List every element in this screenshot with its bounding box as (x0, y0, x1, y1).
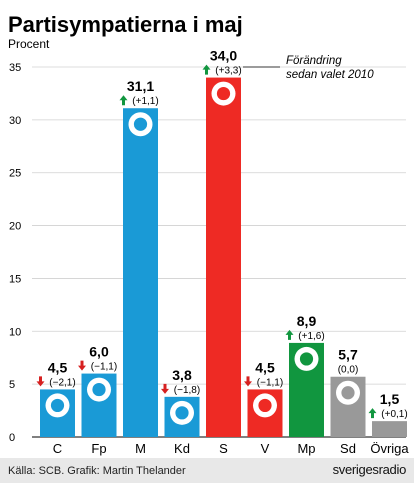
category-label: C (53, 441, 62, 456)
y-tick-label: 25 (9, 168, 21, 180)
change-label: (−2,1) (49, 377, 75, 388)
y-tick-label: 10 (9, 326, 21, 338)
value-label: 3,8 (172, 367, 192, 383)
change-label: (+3,3) (215, 66, 241, 77)
change-label: (+1,6) (298, 331, 324, 342)
value-label: 4,5 (48, 359, 68, 375)
party-logo-inner-icon (216, 86, 231, 101)
annotation-line-2: sedan valet 2010 (286, 69, 374, 81)
value-label: 31,1 (127, 78, 154, 94)
category-label: Sd (340, 441, 356, 456)
category-label: Övriga (370, 441, 409, 456)
arrow-up-icon (202, 64, 211, 75)
y-tick-label: 5 (9, 379, 15, 391)
party-logo-inner-icon (175, 406, 189, 420)
y-tick-label: 30 (9, 115, 21, 127)
y-tick-label: 20 (9, 221, 21, 233)
change-label: (+0,1) (381, 409, 407, 420)
category-label: M (135, 441, 146, 456)
annotation-layer: Förändring sedan valet 2010 (243, 55, 374, 81)
change-label: (+1,1) (132, 96, 158, 107)
arrow-up-icon (368, 408, 377, 419)
brand-logo: sverigesradio (333, 462, 406, 477)
y-axis-label: Procent (8, 37, 50, 51)
party-logo-inner-icon (258, 398, 272, 413)
category-label: Fp (91, 441, 106, 456)
value-label: 6,0 (89, 344, 109, 360)
arrow-down-icon (161, 383, 169, 394)
arrow-up-icon (119, 95, 128, 106)
category-label: Kd (174, 441, 190, 456)
arrow-down-icon (244, 376, 252, 387)
y-tick-label: 15 (9, 273, 21, 285)
y-tick-label: 0 (9, 432, 15, 444)
y-tick-label: 35 (9, 62, 21, 74)
annotation-line-1: Förändring (286, 55, 342, 67)
category-label: Mp (297, 441, 315, 456)
bar (123, 108, 158, 437)
bar (372, 421, 407, 437)
arrow-down-icon (36, 376, 45, 387)
value-label: 34,0 (210, 48, 237, 64)
footer-background (0, 458, 414, 483)
arrow-down-icon (78, 360, 86, 371)
bar (206, 77, 241, 438)
value-label: 5,7 (338, 347, 358, 363)
category-label: S (219, 441, 228, 456)
change-label: (0,0) (338, 365, 359, 376)
source-text: Källa: SCB. Grafik: Martin Thelander (8, 465, 186, 477)
party-logo-inner-icon (92, 382, 106, 397)
value-label: 8,9 (297, 313, 317, 329)
party-logo-inner-icon (50, 398, 65, 413)
value-label: 1,5 (380, 391, 400, 407)
change-label: (−1,8) (174, 385, 200, 396)
change-label: (−1,1) (91, 362, 117, 373)
party-logo-inner-icon (299, 352, 314, 366)
arrow-up-icon (285, 329, 294, 340)
bar-layer: C (−2,1) 4,5 Fp (−1,1) 6,0 M (+1,1) 31,1 Kd (−1,8)… (36, 48, 409, 456)
value-label: 4,5 (255, 359, 275, 375)
change-label: (−1,1) (257, 377, 283, 388)
party-logo-inner-icon (133, 117, 148, 131)
chart-title: Partisympatierna i maj (8, 12, 243, 37)
category-label: V (261, 441, 270, 456)
party-logo-inner-icon (341, 386, 355, 400)
